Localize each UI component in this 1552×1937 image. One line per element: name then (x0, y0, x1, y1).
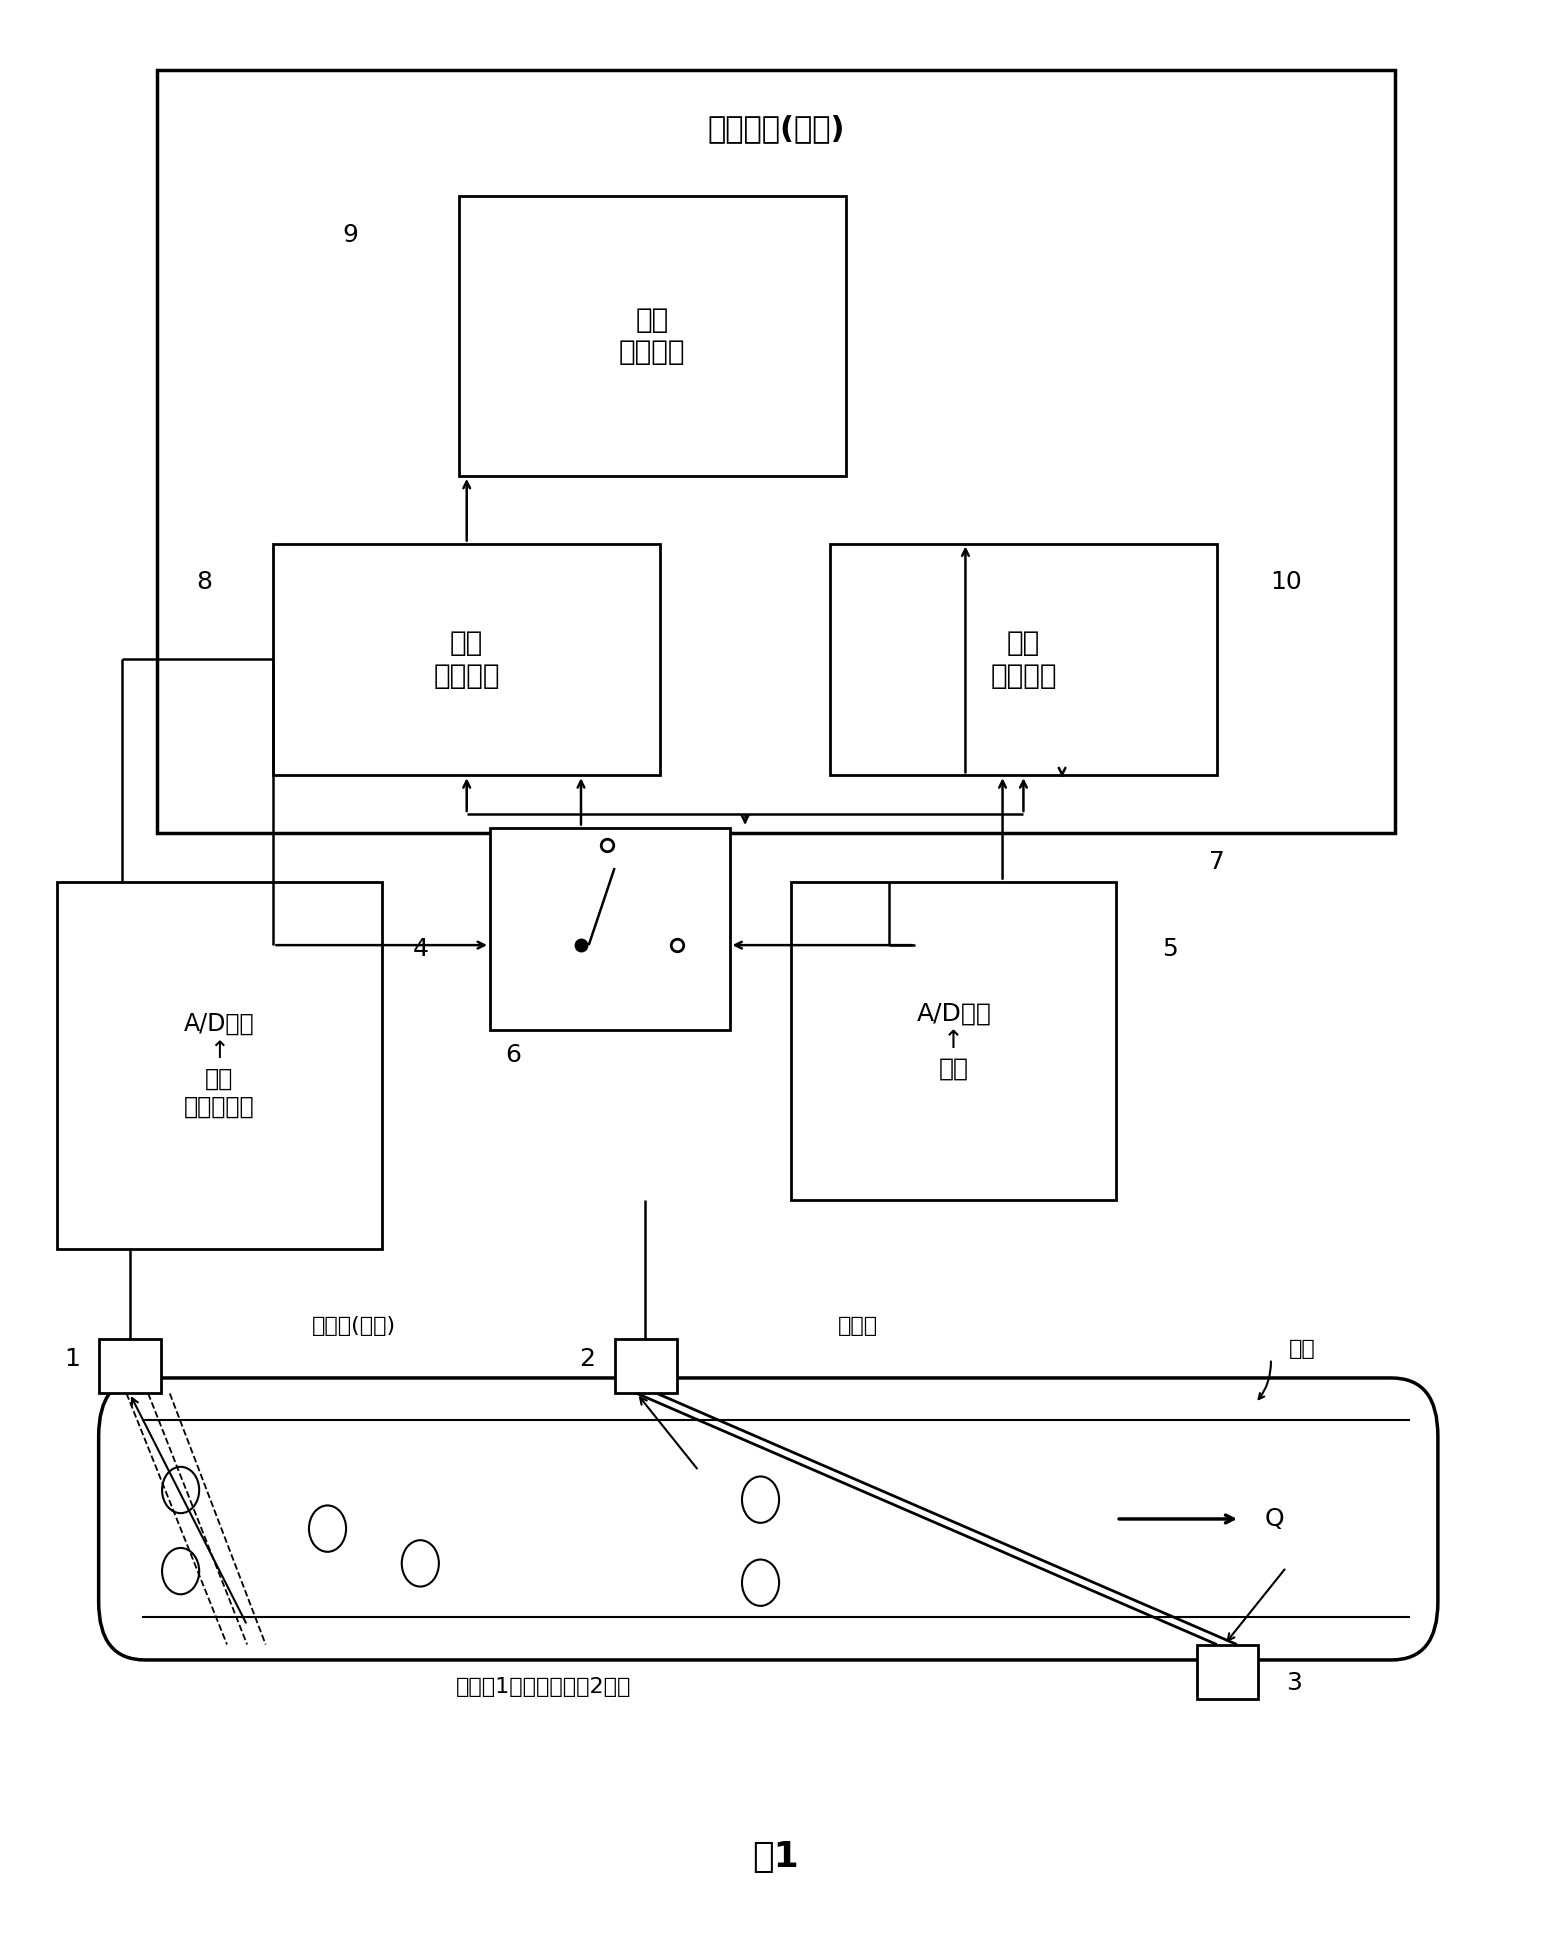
Bar (830, 544, 1217, 775)
Text: 接收波(回波): 接收波(回波) (312, 1315, 396, 1337)
Bar (792, 881, 1116, 1201)
Text: 方法
切换单元: 方法 切换单元 (990, 630, 1057, 690)
Bar (157, 70, 1395, 833)
Bar (459, 196, 846, 477)
Text: 2: 2 (579, 1346, 596, 1371)
Text: 8: 8 (196, 569, 211, 595)
Text: A/D转换
↑
检测
多普勒频率: A/D转换 ↑ 检测 多普勒频率 (185, 1011, 255, 1120)
Bar (615, 1338, 677, 1393)
Text: 3: 3 (1287, 1672, 1302, 1695)
FancyBboxPatch shape (99, 1377, 1437, 1660)
Bar (99, 1338, 160, 1393)
Bar (57, 881, 382, 1249)
Text: 管道: 管道 (1288, 1338, 1315, 1360)
Bar (273, 544, 660, 775)
Text: A/D转换
↑
幅度: A/D转换 ↑ 幅度 (916, 1001, 992, 1081)
Text: 7: 7 (1209, 850, 1225, 874)
Text: 输出
处理单元: 输出 处理单元 (619, 306, 686, 366)
Text: 1: 1 (65, 1346, 81, 1371)
Text: 接收波: 接收波 (838, 1315, 878, 1337)
Text: 6: 6 (504, 1044, 521, 1067)
Text: Q: Q (1265, 1507, 1284, 1530)
Text: 控制单元(微机): 控制单元(微机) (708, 114, 844, 143)
Text: 10: 10 (1271, 569, 1302, 595)
Text: 传感器1可以与传感器2相同: 传感器1可以与传感器2相同 (456, 1677, 632, 1697)
Bar (490, 827, 729, 1030)
Text: 4: 4 (413, 938, 428, 961)
Text: 流量
计算单元: 流量 计算单元 (433, 630, 500, 690)
Bar (1197, 1645, 1259, 1699)
Text: 图1: 图1 (753, 1840, 799, 1873)
Text: 9: 9 (343, 223, 359, 246)
Text: 5: 5 (1162, 938, 1178, 961)
